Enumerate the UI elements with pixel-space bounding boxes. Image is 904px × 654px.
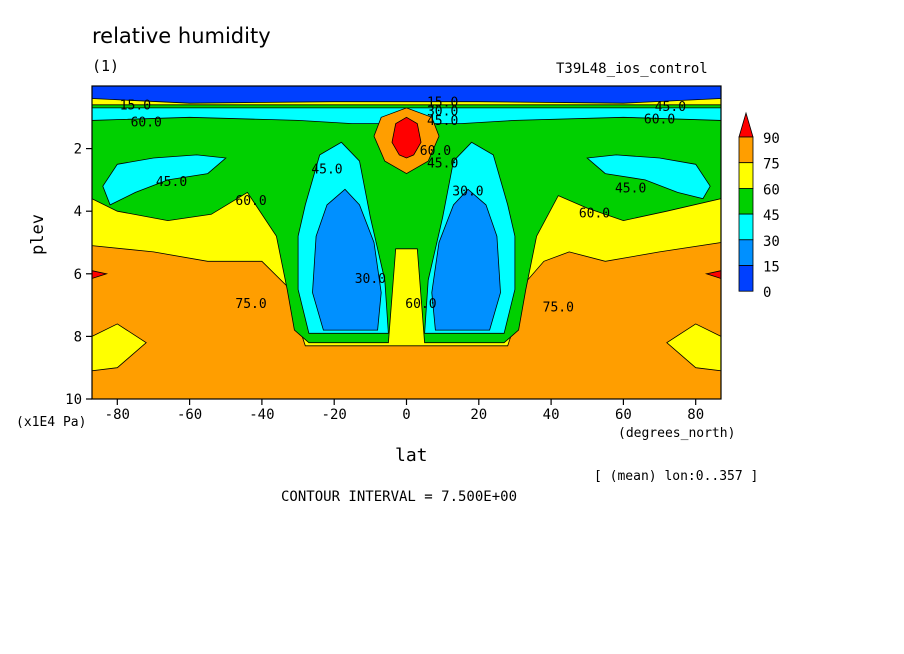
contour-label: 45.0 [427,156,458,171]
colorbar-label: 75 [763,157,780,173]
colorbar-label: 15 [763,260,780,276]
chart-title: relative humidity [92,24,271,48]
contour-label: 60.0 [131,116,162,131]
contour-label: 30.0 [355,272,386,287]
x-tick-label: -80 [105,407,130,423]
x-tick-label: 80 [687,407,704,423]
colorbar-label: 90 [763,131,780,147]
x-tick-label: -40 [249,407,274,423]
contour-label: 60.0 [420,144,451,159]
x-tick-label: 60 [615,407,632,423]
contour-label: 30.0 [427,105,458,120]
region-45-60 [91,104,722,344]
x-tick-label: 20 [470,407,487,423]
colorbar-arrow [738,111,754,138]
colorbar-swatch [738,136,754,164]
contour-interval: CONTOUR INTERVAL = 7.500E+00 [281,489,518,505]
colorbar-label: 30 [763,234,780,250]
contour-label: 60.0 [579,206,610,221]
colorbar-label: 60 [763,182,780,198]
y-tick-label: 8 [74,329,82,345]
contour-label: 15.0 [120,98,151,113]
contour-label: 75.0 [235,297,266,312]
contour-label: 45.0 [311,163,342,178]
region-above-90 [391,116,422,159]
y-tick-label: 6 [74,267,82,283]
y-tick-label: 10 [65,392,82,408]
panel-label: (1) [92,57,120,75]
region-15-30-sw [312,188,382,331]
colorbar-swatch [738,162,754,189]
y-axis-unit: (x1E4 Pa) [16,415,87,430]
mean-note: [ (mean) lon:0..357 ] [594,469,759,484]
colorbar-swatch [738,265,754,292]
colorbar-swatch [738,213,754,241]
region-15-30-se [431,188,501,331]
run-label: T39L48_ios_control [556,61,708,77]
region-30-45-nh [586,154,711,200]
y-tick-label: 4 [74,204,82,220]
x-axis-unit: (degrees_north) [618,426,736,441]
x-axis-label: lat [395,445,428,466]
x-tick-label: 40 [543,407,560,423]
contour-label: 45.0 [427,114,458,129]
contour-label: 45.0 [615,181,646,196]
colorbar-swatch [738,239,754,266]
x-tick-label: -20 [322,407,347,423]
colorbar-label: 0 [763,285,771,301]
y-tick-label: 2 [74,142,82,158]
contour-label: 60.0 [644,113,675,128]
region-30-45-sh [102,154,227,206]
contour-label: 60.0 [405,297,436,312]
x-tick-label: 0 [402,407,410,423]
contour-label: 15.0 [427,95,458,110]
contour-label: 75.0 [543,300,574,315]
colorbar-label: 45 [763,208,780,224]
x-tick-label: -60 [177,407,202,423]
contour-label: 60.0 [235,194,266,209]
region-0-15 [91,85,722,104]
colorbar-swatch [738,187,754,215]
contour-label: 45.0 [655,100,686,115]
contour-label: 45.0 [156,175,187,190]
contour-label: 30.0 [452,185,483,200]
contour-fills [91,85,722,399]
